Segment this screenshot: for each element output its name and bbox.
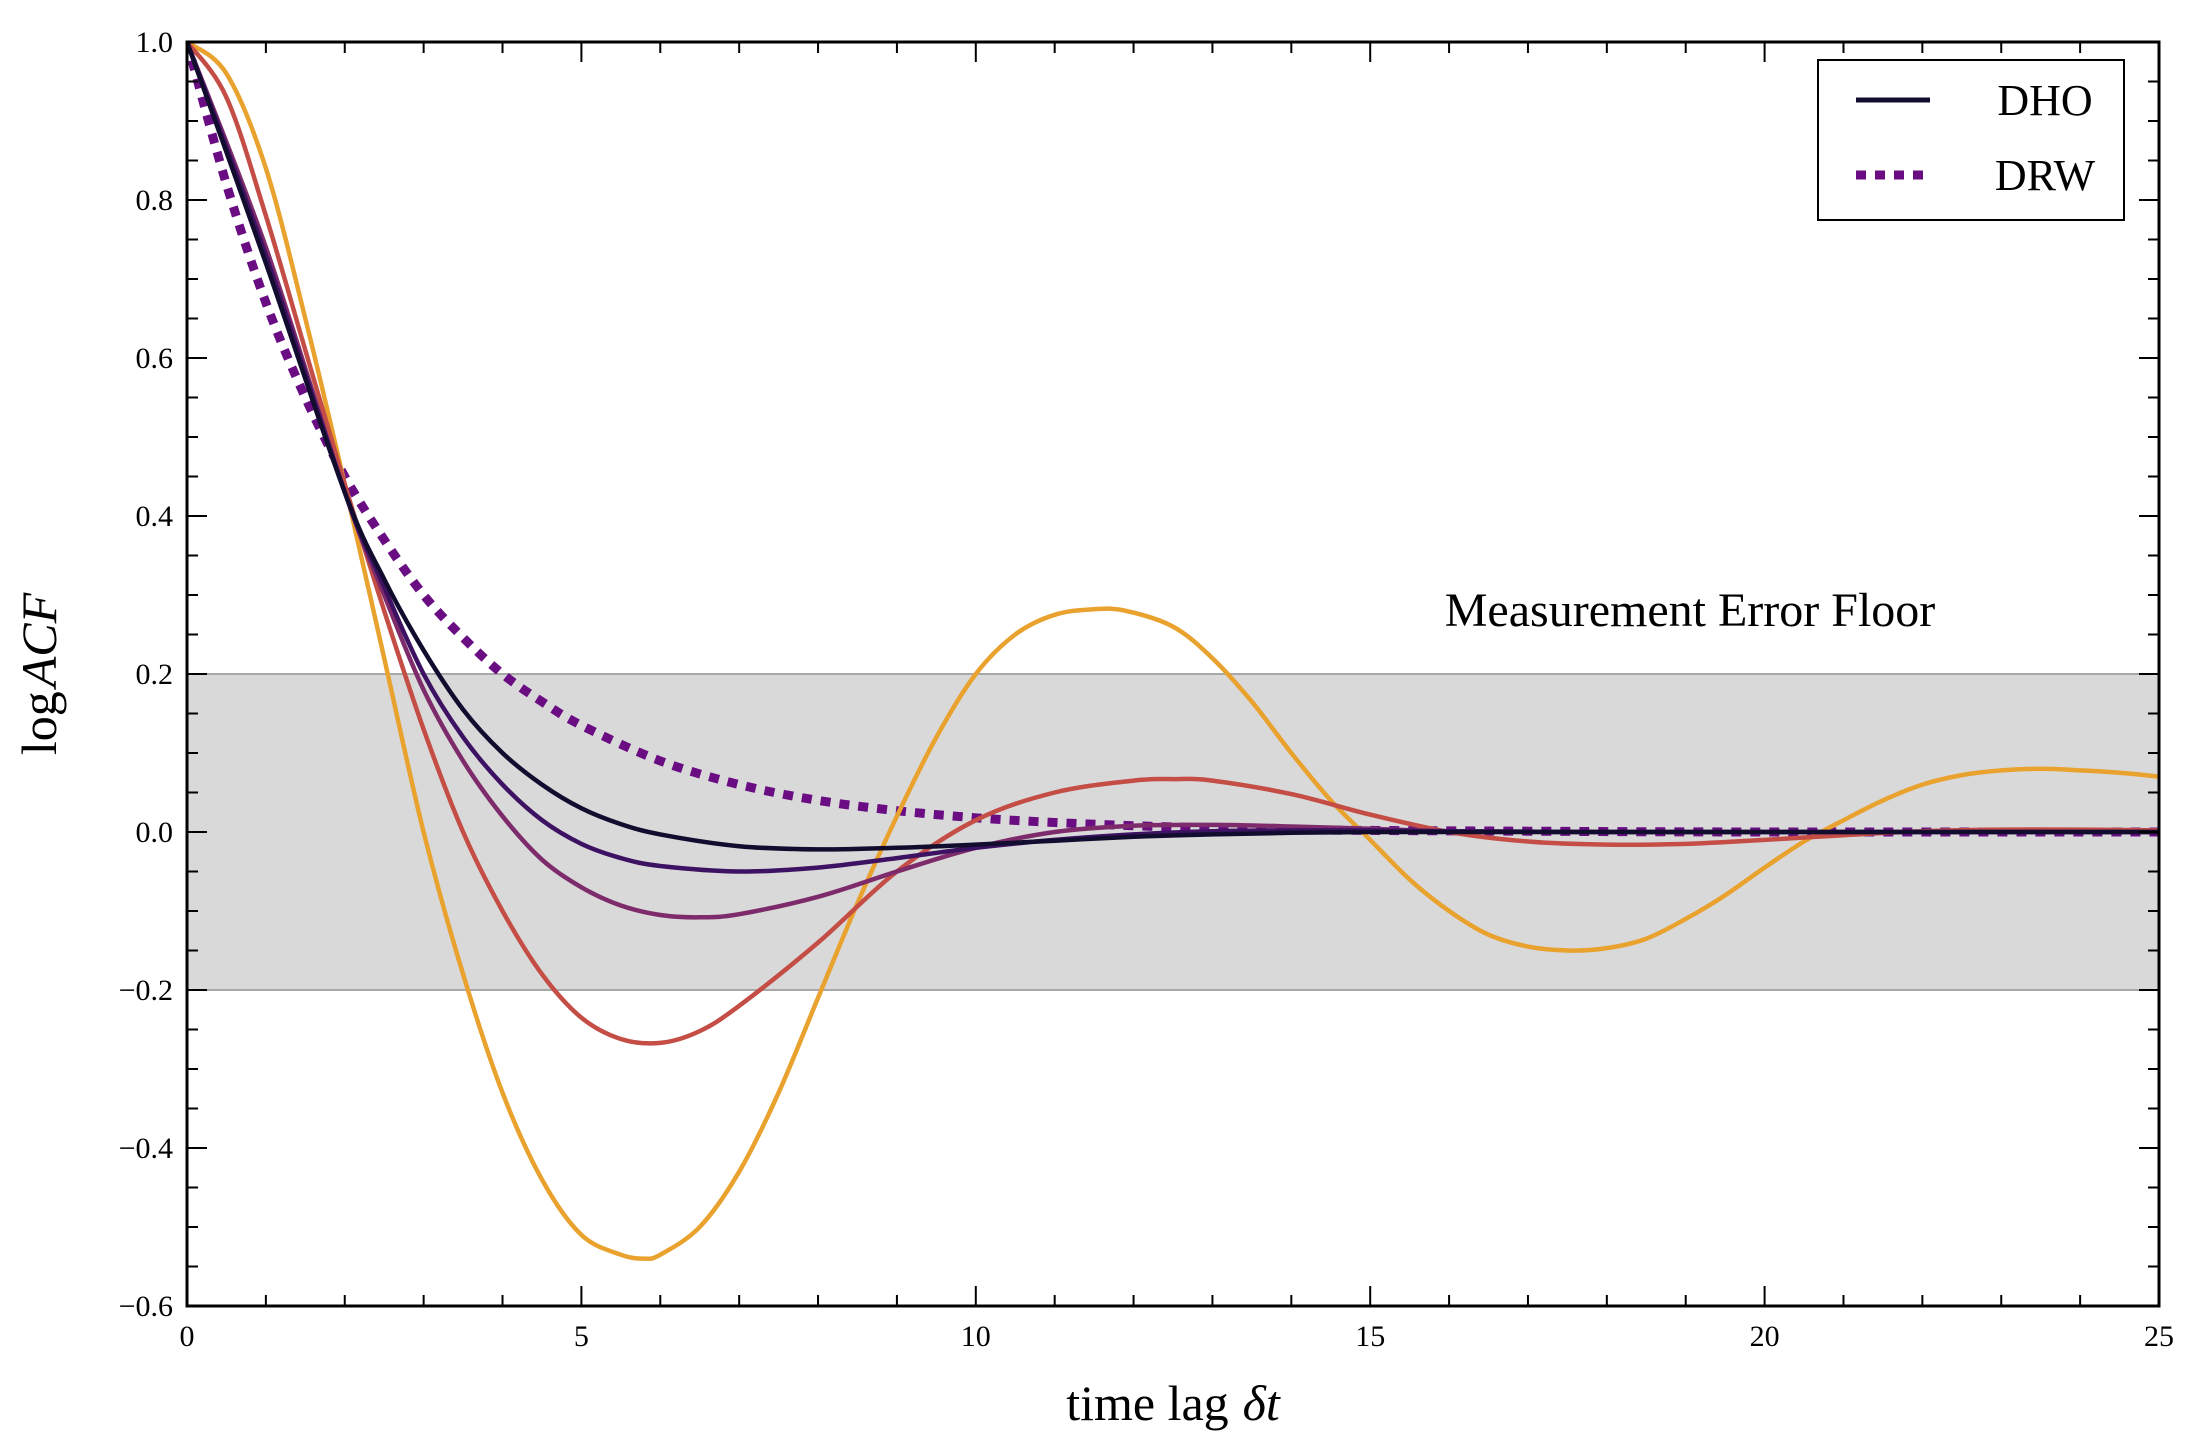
y-axis-title-symbol: ACF [11, 592, 67, 690]
y-tick-label: 0.4 [136, 500, 174, 533]
legend-box [1817, 59, 2125, 221]
x-axis-title: time lag δt [1066, 1375, 1281, 1431]
plot-frame [185, 40, 2161, 1308]
y-axis-title: logACF [11, 592, 67, 755]
y-tick-label: −0.6 [119, 1290, 173, 1323]
y-tick-labels: −0.6 −0.4 −0.2 0.0 0.2 0.4 0.6 0.8 1.0 [119, 26, 173, 1323]
x-tick-label: 20 [1750, 1320, 1780, 1353]
y-tick-label: 0.8 [136, 184, 174, 217]
series-line-dho-1 [187, 42, 2159, 852]
annotation-text: Measurement Error Floor [1445, 584, 1936, 637]
x-tick-label: 5 [574, 1320, 589, 1353]
y-tick-label: 1.0 [136, 26, 174, 59]
legend-label-dho: DHO [1997, 76, 2092, 125]
x-tick-label: 0 [180, 1320, 195, 1353]
x-axis-title-symbol: δt [1243, 1375, 1281, 1431]
series-line-dho-5 [187, 42, 2159, 1261]
legend: DHO DRW [1817, 59, 2125, 221]
x-tick-labels: 0 5 10 15 20 25 [180, 1320, 2175, 1353]
y-tick-label: 0.6 [136, 342, 174, 375]
y-tick-label: 0.2 [136, 658, 174, 691]
y-tick-label: −0.2 [119, 974, 173, 1007]
x-tick-label: 10 [961, 1320, 991, 1353]
legend-label-drw: DRW [1995, 151, 2096, 200]
y-axis-title-text: log [11, 691, 67, 755]
y-tick-label: −0.4 [119, 1132, 173, 1165]
series-line-dho-4 [187, 42, 2159, 1046]
x-tick-label: 25 [2144, 1320, 2174, 1353]
y-tick-label: 0.0 [136, 816, 174, 849]
x-axis-title-text: time lag [1066, 1375, 1228, 1431]
x-tick-label: 15 [1355, 1320, 1385, 1353]
series-group [187, 42, 2159, 1261]
